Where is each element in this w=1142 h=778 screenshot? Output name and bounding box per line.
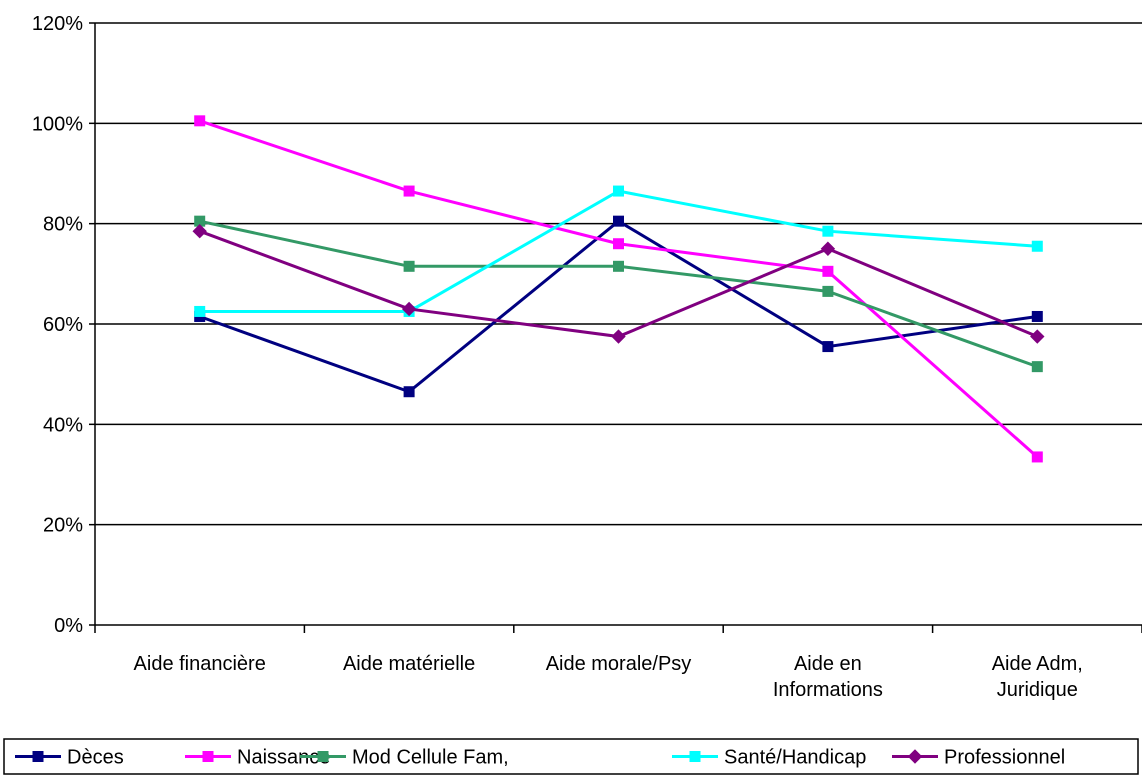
x-category-label: Aide morale/Psy bbox=[546, 653, 692, 675]
y-tick-labels: 0% 20% 40% 60% 80% 100% 120% bbox=[32, 13, 83, 637]
legend-label: Naissance bbox=[237, 747, 330, 769]
legend-item: Santé/Handicap bbox=[672, 747, 866, 769]
data-point bbox=[613, 185, 624, 197]
legend-label: Santé/Handicap bbox=[724, 747, 866, 769]
data-point bbox=[403, 260, 415, 272]
data-point bbox=[822, 265, 834, 277]
series-1 bbox=[194, 115, 1043, 463]
x-category-label: Aide Adm, bbox=[992, 653, 1083, 675]
data-point bbox=[1031, 310, 1043, 322]
data-point bbox=[1031, 240, 1043, 252]
series-line bbox=[199, 119, 1039, 459]
data-point bbox=[1030, 329, 1045, 344]
series-4 bbox=[192, 223, 1045, 344]
data-point bbox=[822, 285, 834, 297]
x-category-labels: Aide financière Aide matérielle Aide moral… bbox=[134, 653, 1083, 701]
y-tick-label: 120% bbox=[32, 13, 83, 35]
axes bbox=[89, 22, 1142, 633]
data-point bbox=[613, 215, 624, 227]
data-point bbox=[403, 185, 415, 197]
legend-item: Dèces bbox=[15, 747, 124, 769]
x-category-label: Aide en bbox=[794, 653, 862, 675]
x-category-label: Aide financière bbox=[134, 653, 266, 675]
y-tick-label: 80% bbox=[43, 214, 83, 236]
data-point bbox=[194, 305, 206, 317]
data-point bbox=[192, 223, 207, 239]
legend-marker bbox=[32, 751, 44, 762]
x-category-label: Informations bbox=[773, 679, 883, 701]
series-2 bbox=[194, 215, 1043, 373]
y-tick-label: 20% bbox=[43, 515, 83, 537]
legend-box bbox=[3, 738, 1139, 775]
data-point bbox=[822, 225, 834, 237]
data-point bbox=[1031, 361, 1043, 373]
legend-label: Professionnel bbox=[944, 747, 1065, 769]
grid-lines bbox=[95, 22, 1142, 526]
legend-label: Dèces bbox=[67, 747, 124, 769]
data-point bbox=[611, 329, 626, 344]
y-tick-label: 0% bbox=[54, 615, 83, 637]
legend-item: Mod Cellule Fam, bbox=[300, 747, 509, 769]
legend-label: Mod Cellule Fam, bbox=[352, 747, 509, 769]
data-point bbox=[1031, 451, 1043, 463]
y-tick-label: 100% bbox=[32, 113, 83, 135]
series-line bbox=[199, 189, 1038, 313]
series-3 bbox=[194, 185, 1043, 317]
legend-marker bbox=[202, 751, 214, 762]
data-point bbox=[401, 301, 417, 317]
y-tick-label: 60% bbox=[43, 314, 83, 336]
data-point bbox=[820, 241, 836, 256]
data-point bbox=[403, 386, 415, 398]
y-tick-label: 40% bbox=[43, 414, 83, 436]
legend: Dèces Naissance Mod Cellule Fam, Santé/Hand… bbox=[3, 738, 1139, 775]
data-point bbox=[194, 115, 206, 127]
data-point bbox=[613, 260, 624, 272]
x-category-label: Juridique bbox=[997, 679, 1078, 701]
x-category-label: Aide matérielle bbox=[343, 653, 475, 675]
data-point bbox=[613, 238, 624, 250]
legend-marker bbox=[689, 751, 701, 762]
legend-marker bbox=[317, 751, 329, 762]
data-point bbox=[822, 341, 834, 353]
legend-item: Professionnel bbox=[892, 747, 1065, 769]
legend-marker bbox=[907, 749, 923, 764]
series-lines bbox=[192, 115, 1045, 463]
legend-item: Naissance bbox=[185, 747, 330, 769]
